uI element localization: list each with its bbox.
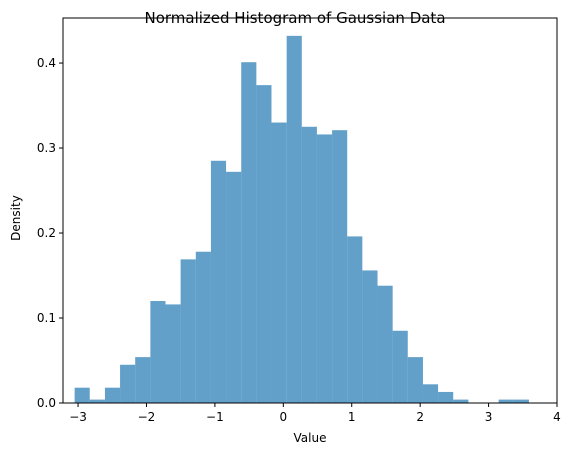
y-tick-label: 0.3 <box>37 141 56 155</box>
histogram-bar <box>165 304 181 403</box>
x-tick-label: 4 <box>553 410 561 424</box>
x-tick-label: 0 <box>279 410 287 424</box>
histogram-bar <box>104 387 121 403</box>
histogram-bar <box>180 259 196 403</box>
histogram-bar <box>210 160 227 403</box>
histogram-bar <box>438 391 454 403</box>
histogram-bar <box>362 270 378 403</box>
x-axis-label: Value <box>294 431 327 445</box>
histogram-bar <box>332 130 348 403</box>
y-tick-label: 0.1 <box>37 311 56 325</box>
histogram-bar <box>347 236 363 403</box>
histogram-bar <box>135 357 151 403</box>
y-tick-label: 0.2 <box>37 226 56 240</box>
bars-group <box>74 35 529 403</box>
histogram-bar <box>226 171 242 403</box>
histogram-bar <box>407 357 423 403</box>
x-tick-label: −3 <box>69 410 87 424</box>
x-tick-label: 3 <box>485 410 493 424</box>
histogram-bar <box>377 285 393 403</box>
histogram-bar <box>241 62 257 403</box>
x-tick-label: −2 <box>138 410 156 424</box>
histogram-bar <box>453 399 469 403</box>
histogram-bar <box>513 399 529 403</box>
histogram-bar <box>286 35 302 403</box>
histogram-bar <box>392 330 408 403</box>
histogram-bar <box>316 134 333 403</box>
y-tick-label: 0.4 <box>37 56 56 70</box>
x-axis: −3 −2 −1 0 1 2 3 4 <box>69 403 561 424</box>
histogram-bar <box>120 364 136 403</box>
histogram-bar <box>195 251 211 403</box>
histogram-bar <box>498 399 514 403</box>
histogram-bar <box>271 122 287 403</box>
x-tick-label: −1 <box>206 410 224 424</box>
y-axis-label: Density <box>9 195 23 241</box>
y-axis: 0.0 0.1 0.2 0.3 0.4 <box>37 56 63 410</box>
plot-frame <box>62 17 558 404</box>
histogram-bar <box>74 387 90 403</box>
x-tick-label: 1 <box>348 410 356 424</box>
histogram-bar <box>150 301 166 403</box>
histogram-bar <box>301 126 317 403</box>
histogram-bar <box>256 85 272 403</box>
histogram-bar <box>422 384 439 403</box>
histogram-bar <box>89 399 105 403</box>
x-tick-label: 2 <box>416 410 424 424</box>
y-tick-label: 0.0 <box>37 396 56 410</box>
